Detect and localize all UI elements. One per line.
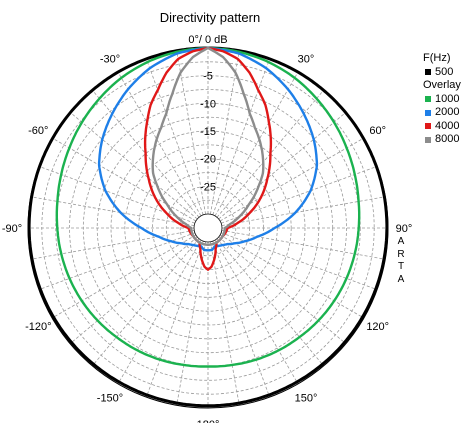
grid-spoke — [218, 111, 347, 220]
legend-swatch — [425, 136, 431, 143]
db-tick-label: -10 — [200, 98, 216, 110]
db-tick-label: -5 — [203, 71, 213, 83]
grid-spoke — [221, 196, 386, 226]
grid-ring — [55, 75, 361, 381]
polar-grid — [27, 47, 389, 409]
angle-tick-label: 150° — [295, 393, 318, 405]
grid-ring — [179, 199, 237, 257]
grid-spoke — [221, 232, 378, 290]
series-1000-curve — [55, 46, 361, 368]
angle-tick-label: -120° — [25, 321, 51, 333]
grid-spoke — [210, 241, 240, 406]
series-4000-curve — [143, 46, 273, 271]
label-layer: 30° 60° 90° 120° 150° 180° -150° -120° -90° -60° -… — [2, 34, 412, 423]
angle-tick-label: 90° — [396, 223, 413, 235]
grid-spoke — [218, 236, 347, 345]
angle-tick-label: 180° — [197, 419, 220, 423]
watermark-letter: A — [397, 273, 405, 285]
watermark-letter: R — [397, 248, 405, 260]
db-tick-label: -15 — [200, 126, 216, 138]
grid-spoke — [214, 71, 299, 217]
grid-spoke — [30, 230, 195, 260]
grid-spoke — [91, 238, 200, 367]
grid-spoke — [216, 238, 325, 367]
grid-spoke — [30, 196, 195, 226]
angle-tick-label: -60° — [28, 125, 48, 137]
db-tick-label: -20 — [200, 154, 216, 166]
angle-tick-label: -30° — [100, 53, 120, 65]
legend-label: 1000 — [435, 92, 460, 105]
chart-title: Directivity pattern — [159, 10, 261, 25]
series-2000-curve — [97, 46, 319, 252]
inner-hole — [193, 213, 223, 243]
db-tick-label: -25 — [200, 181, 216, 193]
grid-spoke — [221, 166, 378, 224]
series-8000-curve — [151, 46, 265, 247]
grid-spoke — [38, 232, 195, 290]
legend-label: 2000 — [435, 106, 460, 118]
angle-tick-label: 60° — [369, 125, 386, 137]
grid-spoke — [51, 234, 197, 319]
legend-item-2000: 2000 — [423, 106, 461, 120]
grid-spoke — [212, 241, 270, 398]
grid-spoke — [51, 137, 197, 222]
angle-tick-label: -90° — [2, 223, 22, 235]
grid-spoke — [69, 111, 198, 220]
grid-spoke — [214, 239, 299, 385]
legend-swatch — [425, 96, 431, 103]
series-layer — [27, 46, 389, 408]
grid-spoke — [221, 230, 386, 260]
legend-overlay-header: Overlay — [423, 79, 461, 91]
legend: F(Hz) 500 Overlay 1000 2000 4000 8000 — [423, 52, 461, 147]
angle-tick-label: 30° — [298, 53, 315, 65]
watermark-letter: T — [397, 261, 405, 272]
legend-header: F(Hz) — [423, 52, 451, 64]
radial-unit-label: 0°/ 0 dB — [188, 34, 227, 46]
legend-swatch — [425, 109, 431, 116]
grid-spoke — [212, 58, 270, 215]
legend-label: 8000 — [435, 133, 460, 145]
grid-spoke — [216, 89, 325, 218]
angle-tick-label: 120° — [366, 321, 389, 333]
legend-item-8000: 8000 — [423, 133, 461, 147]
grid-spoke — [117, 71, 202, 217]
grid-ring — [124, 144, 292, 312]
angle-tick-label: -150° — [97, 393, 123, 405]
legend-item-500: 500 — [423, 66, 461, 80]
grid-spoke — [69, 236, 198, 345]
grid-spoke — [176, 50, 206, 215]
legend-item-4000: 4000 — [423, 120, 461, 134]
legend-swatch — [425, 69, 431, 76]
grid-spoke — [176, 241, 206, 406]
watermark-letter: A — [397, 236, 405, 247]
grid-spoke — [146, 58, 204, 215]
grid-spoke — [146, 241, 204, 398]
series-500-curve — [27, 46, 389, 408]
grid-spoke — [117, 239, 202, 385]
grid-spoke — [38, 166, 195, 224]
grid-spoke — [91, 89, 200, 218]
legend-label: 500 — [435, 65, 454, 78]
grid-spoke — [219, 234, 365, 319]
legend-item-1000: 1000 — [423, 93, 461, 107]
legend-swatch — [425, 123, 431, 130]
legend-label: 4000 — [435, 119, 460, 132]
grid-spoke — [210, 50, 240, 215]
grid-spoke — [219, 137, 365, 222]
